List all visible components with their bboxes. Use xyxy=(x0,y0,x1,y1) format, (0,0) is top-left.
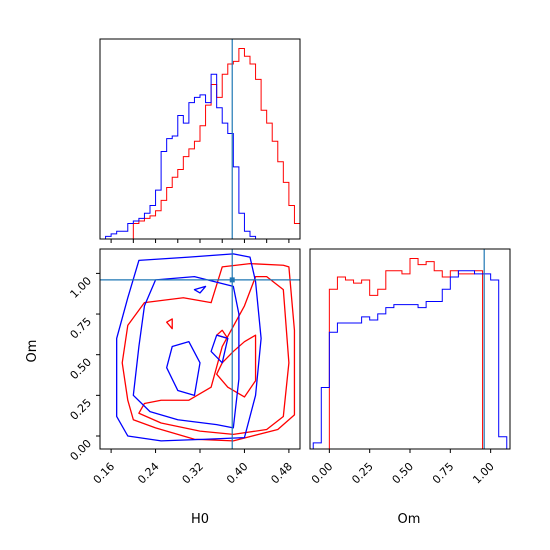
blue-contour-line xyxy=(116,253,262,442)
red-contour-line xyxy=(138,275,290,436)
red-contour-line xyxy=(166,318,173,330)
h0-histogram-traces xyxy=(100,48,300,239)
x-axis-label-om: Om xyxy=(398,512,421,527)
contour-traces xyxy=(116,253,296,442)
h0-marginal-frame xyxy=(99,38,301,240)
h0-marginal-histogram xyxy=(99,38,301,243)
blue-contour-line xyxy=(132,275,240,429)
blue-contour-line xyxy=(166,341,201,396)
x-axis-label-h0: H0 xyxy=(191,512,209,527)
y-axis-label-om: Om xyxy=(25,340,40,363)
om-histogram-traces xyxy=(312,258,508,449)
om-blue-histogram xyxy=(312,270,508,449)
blue-contour-line xyxy=(210,334,229,364)
red-contour-line xyxy=(216,334,257,398)
blue-contour-line xyxy=(193,285,207,294)
h0-blue-histogram xyxy=(100,73,267,239)
truth-marker xyxy=(229,277,235,283)
red-contour-line xyxy=(121,262,296,442)
